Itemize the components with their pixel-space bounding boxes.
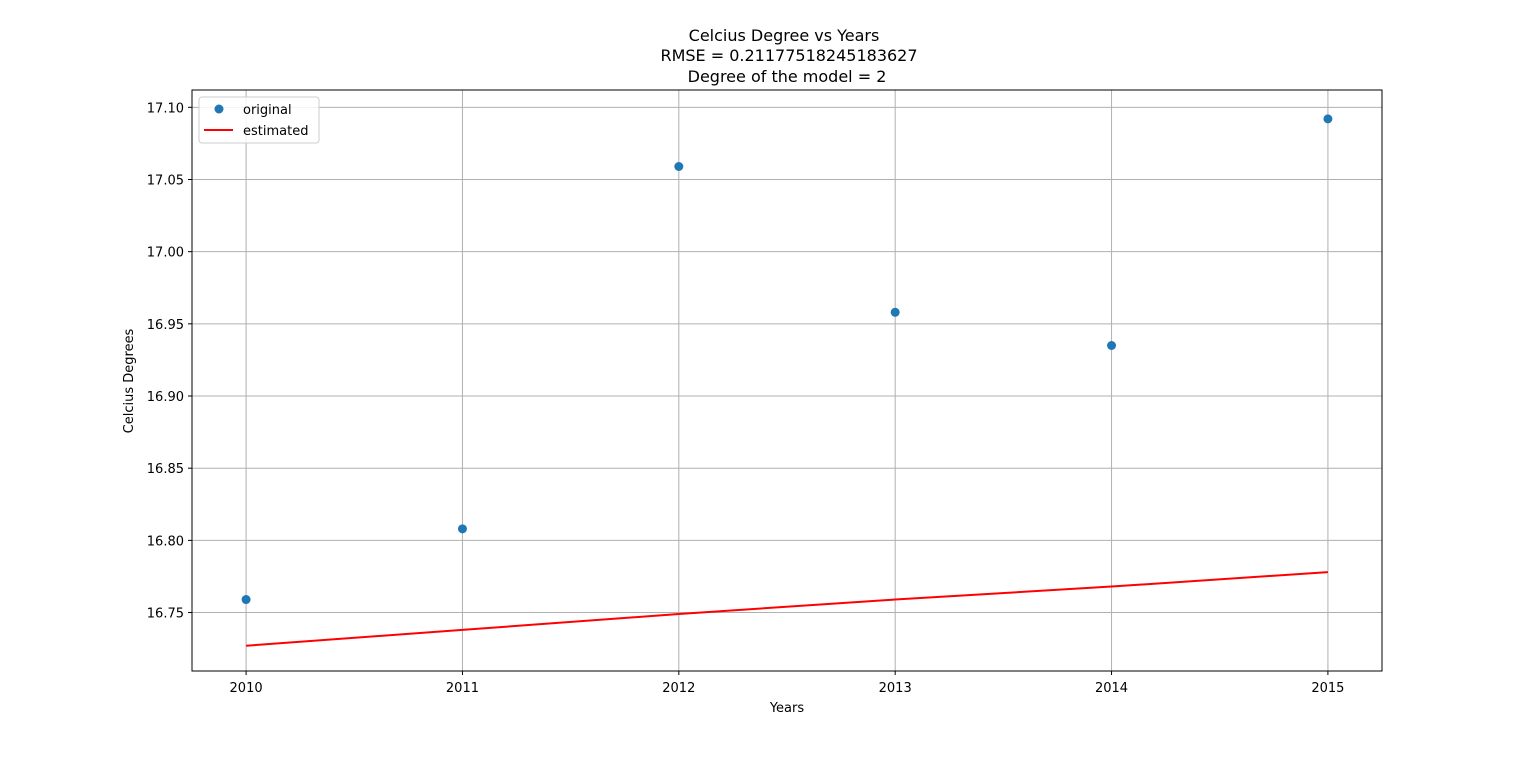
y-tick-label: 17.05: [147, 173, 184, 188]
legend: original estimated: [198, 96, 320, 144]
chart-title-line-1: Celcius Degree vs Years: [689, 26, 880, 45]
y-tick-label: 16.95: [147, 318, 184, 333]
axis-ticks: 2010 2011 2012 2013 2014 2015 16.75 16.80 16.85 1…: [147, 101, 1345, 696]
legend-marker-original: [214, 104, 224, 114]
x-axis-label: Years: [769, 701, 805, 716]
chart-title-line-2: RMSE = 0.21177518245183627: [660, 46, 917, 65]
data-point-original: [1323, 114, 1333, 124]
grid: [192, 90, 1382, 671]
x-tick-label: 2015: [1311, 681, 1344, 696]
series-line-estimated: [246, 571, 1328, 647]
legend-box: [198, 96, 320, 144]
y-axis-label: Celcius Degrees: [122, 328, 137, 433]
data-point-original: [1107, 340, 1117, 350]
x-tick-label: 2011: [446, 681, 479, 696]
y-tick-label: 17.00: [147, 246, 184, 261]
plot-frame: [191, 89, 1383, 672]
y-tick-label: 17.10: [147, 101, 184, 116]
y-tick-label: 16.90: [147, 390, 184, 405]
plot-series: [241, 114, 1333, 647]
x-tick-label: 2013: [879, 681, 912, 696]
legend-label-estimated: estimated: [243, 124, 308, 139]
legend-label-original: original: [243, 103, 292, 118]
data-point-original: [241, 595, 251, 605]
chart-title-line-3: Degree of the model = 2: [688, 67, 887, 86]
x-tick-label: 2014: [1095, 681, 1128, 696]
data-point-original: [674, 162, 684, 172]
y-tick-label: 16.75: [147, 607, 184, 622]
data-point-original: [457, 524, 467, 534]
y-tick-label: 16.85: [147, 462, 184, 477]
y-tick-label: 16.80: [147, 534, 184, 549]
x-tick-label: 2010: [230, 681, 263, 696]
data-point-original: [890, 307, 900, 317]
x-tick-label: 2012: [662, 681, 695, 696]
